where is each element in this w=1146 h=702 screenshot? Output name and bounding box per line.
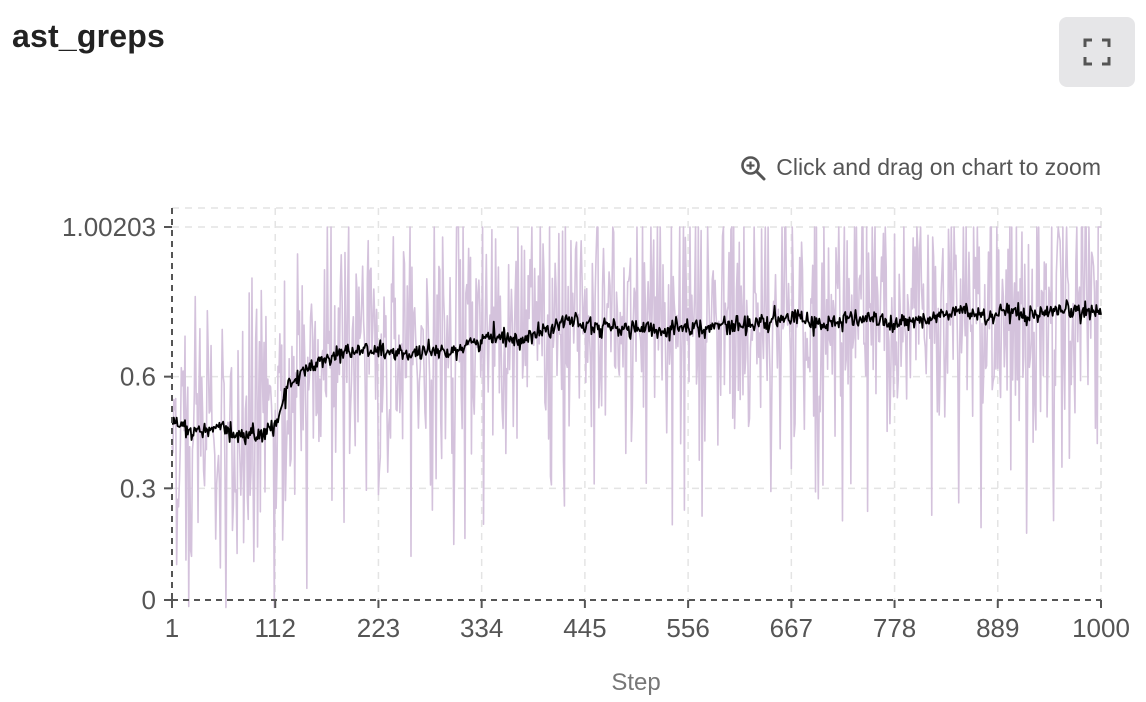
x-tick-label: 667 [770,613,813,643]
raw-series [171,226,1101,609]
zoom-hint-text: Click and drag on chart to zoom [776,154,1101,180]
x-tick-label: 334 [460,613,503,643]
y-tick-label: 1.00203 [62,212,156,242]
x-tick-label: 556 [666,613,709,643]
x-tick-label: 1 [165,613,179,643]
y-tick-label: 0 [142,585,156,615]
y-tick-label: 0.6 [120,362,156,392]
fullscreen-button[interactable] [1059,17,1135,87]
x-tick-label: 889 [976,613,1019,643]
y-tick-label: 0.3 [120,473,156,503]
chart-title: ast_greps [12,18,165,54]
x-tick-label: 223 [357,613,400,643]
chart-axes: 1 112 223 334 445 556 667 778 889 1000 0 0.3 0.6 1.00… [62,208,1130,643]
zoom-in-icon [741,155,766,180]
x-tick-label: 112 [254,613,295,643]
raw-series-line [171,226,1101,609]
fullscreen-icon [1083,38,1111,66]
x-axis-title: Step [611,669,660,696]
x-tick-label: 445 [563,613,606,643]
zoom-hint: Click and drag on chart to zoom [740,154,1101,181]
smoothed-series-line [171,299,1102,446]
x-tick-label: 778 [873,613,916,643]
x-tick-label: 1000 [1072,613,1130,643]
smoothed-series [171,299,1102,446]
